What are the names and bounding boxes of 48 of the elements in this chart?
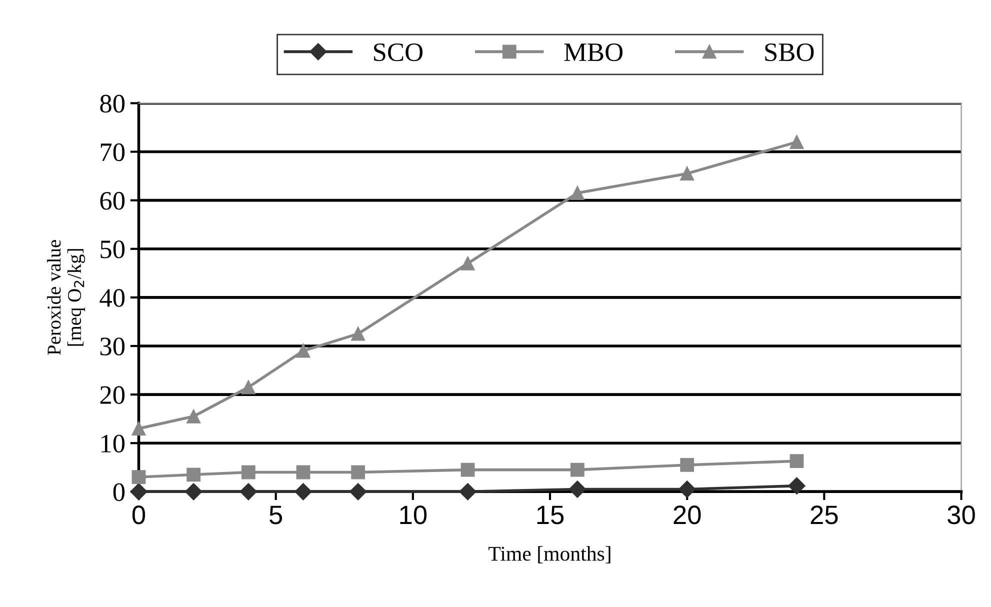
point <box>570 462 584 477</box>
legend-label: SBO <box>765 43 814 62</box>
point <box>678 480 696 498</box>
x-tick-label: 5 <box>270 506 282 524</box>
point <box>680 166 694 181</box>
point <box>568 480 586 498</box>
y-tick-label: 60 <box>100 192 125 210</box>
point <box>294 483 312 500</box>
point <box>459 483 476 500</box>
y-tick-label: 50 <box>100 240 125 258</box>
point <box>132 470 146 484</box>
point <box>241 465 256 480</box>
y-tick-label: 10 <box>101 434 125 453</box>
point <box>460 256 475 270</box>
x-tick-label: 15 <box>537 506 564 524</box>
point <box>130 483 148 500</box>
point <box>185 483 202 500</box>
point <box>296 465 310 480</box>
point <box>351 465 366 480</box>
point <box>240 483 257 500</box>
legend-label: SCO <box>374 43 423 62</box>
y-tick-label: 70 <box>100 143 125 162</box>
point <box>460 462 475 477</box>
y-tick-label: 30 <box>100 338 125 356</box>
point <box>790 135 804 149</box>
point <box>788 477 806 494</box>
point <box>186 409 201 424</box>
point <box>790 454 804 468</box>
point <box>186 468 201 482</box>
x-tick-label: 25 <box>810 506 838 524</box>
y-axis-title: Peroxide value [meq O$_{2}$/kg] <box>47 240 86 355</box>
x-tick-label: 10 <box>400 506 427 524</box>
y-tick-label: 80 <box>100 94 125 113</box>
point <box>570 186 584 200</box>
x-tick-label: 20 <box>674 506 701 524</box>
y-tick-label: 0 <box>113 483 125 502</box>
y-tick-label: 20 <box>100 386 125 404</box>
point <box>351 326 366 341</box>
point <box>350 483 367 500</box>
point <box>241 380 256 394</box>
x-tick-label: 0 <box>132 506 146 524</box>
point <box>132 422 146 436</box>
point <box>680 458 694 472</box>
point <box>296 344 310 358</box>
y-tick-label: 40 <box>100 289 125 307</box>
x-tick-label: 30 <box>948 506 975 524</box>
x-axis-title: Time [months] <box>488 546 610 564</box>
legend-label: MBO <box>564 43 623 62</box>
